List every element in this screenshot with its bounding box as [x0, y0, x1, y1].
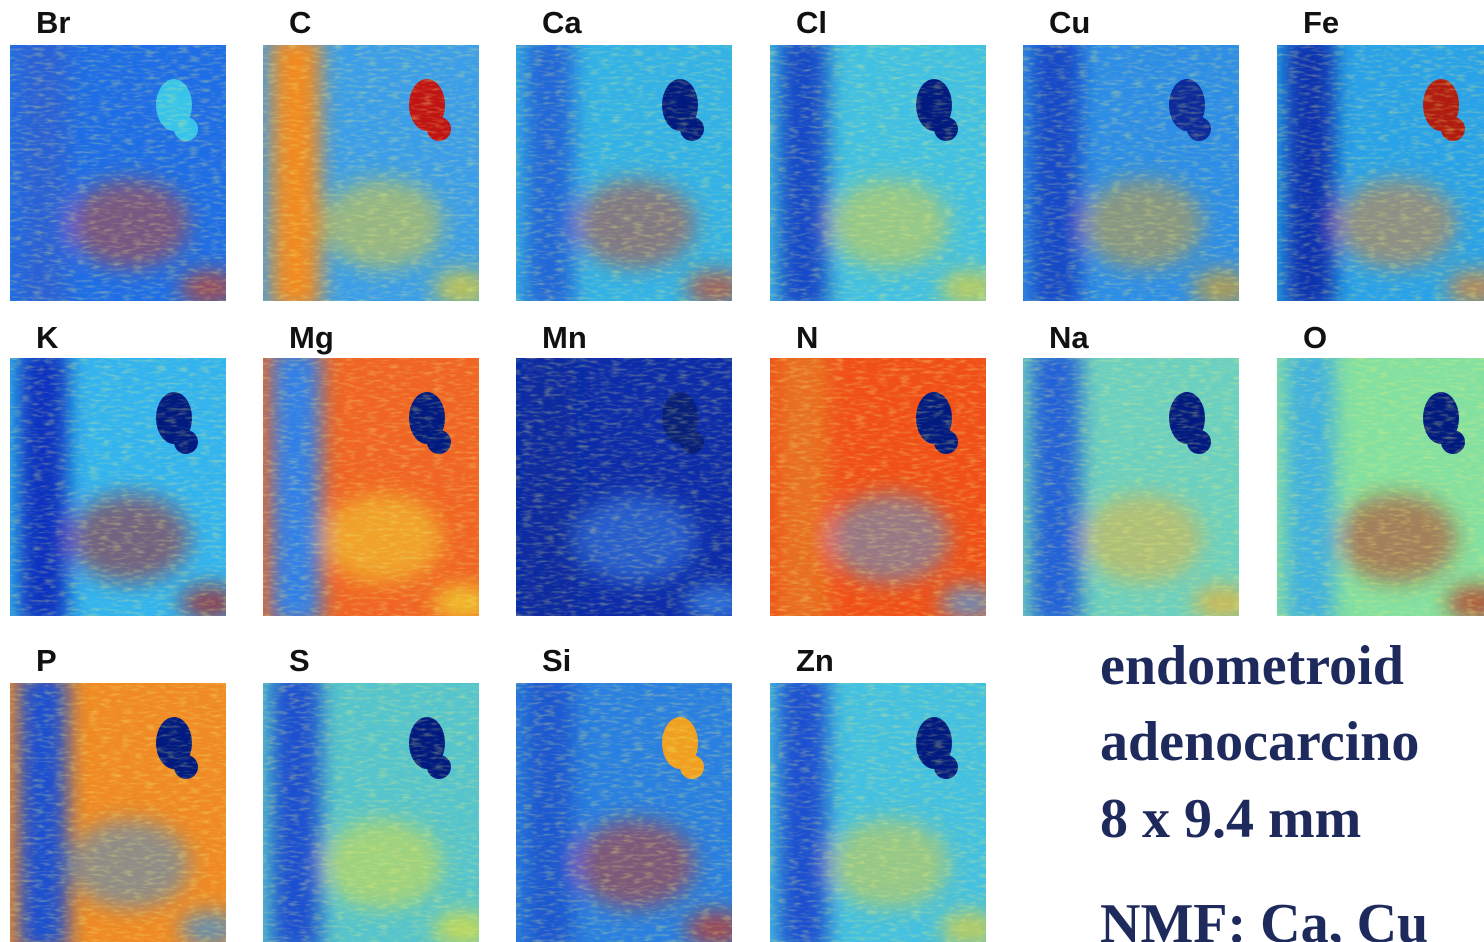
element-map: [770, 45, 986, 301]
panel-label: Mg: [289, 320, 334, 355]
panel-label: K: [36, 320, 59, 355]
map-noise: [770, 358, 986, 616]
map-noise: [1277, 45, 1484, 301]
panel-label: P: [36, 643, 57, 678]
map-noise: [516, 45, 732, 301]
element-map: [10, 45, 226, 301]
panel-label: N: [796, 320, 818, 355]
caption-line: NMF: Ca, Cu: [1100, 893, 1428, 942]
map-noise: [263, 358, 479, 616]
caption-line: adenocarcino: [1100, 711, 1419, 773]
map-noise: [263, 45, 479, 301]
element-map: [1277, 45, 1484, 301]
map-noise: [263, 683, 479, 942]
panel-label: Br: [36, 5, 70, 40]
panel-label: C: [289, 5, 311, 40]
panel-label: Mn: [542, 320, 587, 355]
element-map: [263, 45, 479, 301]
map-noise: [516, 358, 732, 616]
map-noise: [10, 45, 226, 301]
caption-line: endometroid: [1100, 635, 1404, 697]
map-noise: [10, 683, 226, 942]
element-map: [1277, 358, 1484, 616]
element-map: [1023, 358, 1239, 616]
panel-label: Cu: [1049, 5, 1090, 40]
panel-label: Na: [1049, 320, 1089, 355]
panel-label: Cl: [796, 5, 827, 40]
element-map: [516, 45, 732, 301]
panel-label: Si: [542, 643, 571, 678]
element-map: [263, 358, 479, 616]
element-map: [1023, 45, 1239, 301]
map-noise: [516, 683, 732, 942]
element-map: [10, 683, 226, 942]
element-map: [516, 358, 732, 616]
map-noise: [1277, 358, 1484, 616]
caption-line: 8 x 9.4 mm: [1100, 788, 1361, 850]
element-map: [770, 358, 986, 616]
panel-label: O: [1303, 320, 1327, 355]
element-map: [516, 683, 732, 942]
panel-label: Zn: [796, 643, 834, 678]
element-map: [770, 683, 986, 942]
element-map: [263, 683, 479, 942]
panel-label: S: [289, 643, 310, 678]
map-noise: [1023, 45, 1239, 301]
panel-label: Fe: [1303, 5, 1339, 40]
map-noise: [1023, 358, 1239, 616]
map-noise: [770, 45, 986, 301]
map-noise: [770, 683, 986, 942]
map-noise: [10, 358, 226, 616]
panel-label: Ca: [542, 5, 582, 40]
element-map: [10, 358, 226, 616]
